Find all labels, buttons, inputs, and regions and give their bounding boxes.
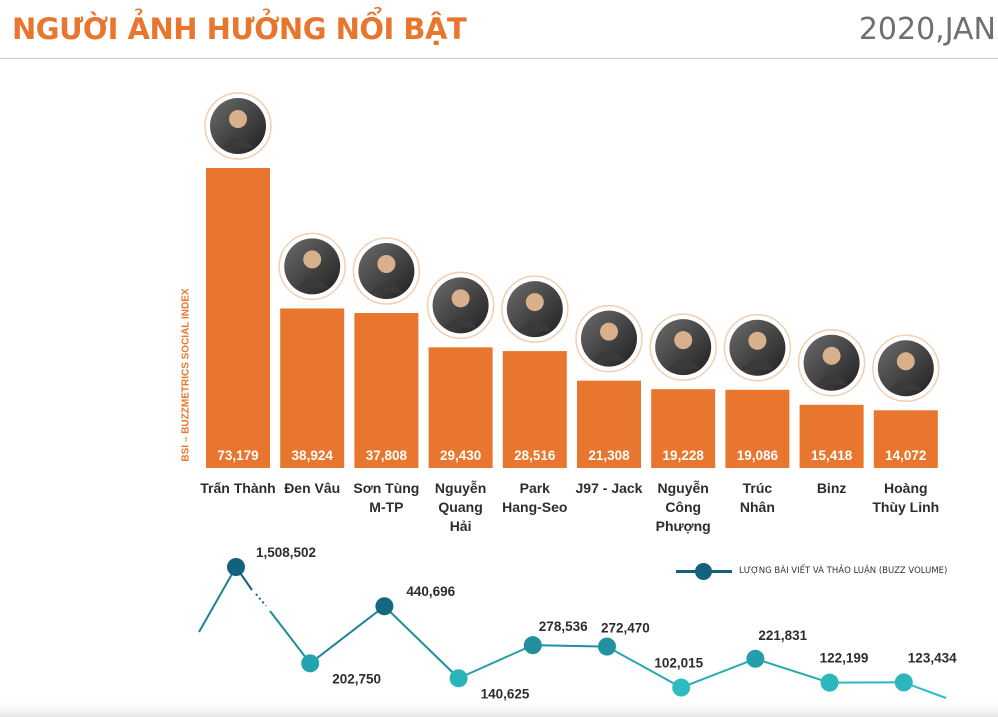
line-point bbox=[449, 669, 468, 688]
category-label: Sơn Tùng bbox=[353, 480, 419, 496]
category-label: Trúc bbox=[743, 480, 773, 496]
line-point bbox=[746, 649, 765, 668]
avatar-body bbox=[667, 359, 700, 370]
avatar-face bbox=[674, 331, 693, 350]
category-label: J97 - Jack bbox=[576, 480, 643, 496]
line-value-label: 272,470 bbox=[601, 621, 650, 636]
avatar-body bbox=[815, 374, 848, 385]
header: NGƯỜI ẢNH HƯỞNG NỔI BẬT 2020,JAN bbox=[0, 0, 998, 59]
bottom-shadow bbox=[0, 697, 998, 717]
category-label: Thùy Linh bbox=[872, 499, 939, 515]
avatar-face bbox=[748, 331, 767, 350]
avatar-body bbox=[518, 321, 551, 332]
category-label: Park bbox=[520, 480, 551, 496]
line-point bbox=[523, 636, 542, 655]
line-segment bbox=[755, 657, 830, 684]
axis-break-dash bbox=[255, 593, 267, 607]
bar-value-label: 28,516 bbox=[514, 448, 556, 463]
avatar-body bbox=[444, 317, 477, 328]
avatar-face bbox=[822, 346, 841, 365]
avatar-face bbox=[377, 255, 396, 274]
line-segment bbox=[269, 610, 311, 664]
category-label: Hải bbox=[450, 518, 472, 534]
avatar-face bbox=[896, 352, 915, 371]
avatar-face bbox=[525, 293, 544, 312]
bar-value-label: 19,086 bbox=[737, 448, 779, 463]
bar bbox=[577, 380, 641, 468]
page-title: NGƯỜI ẢNH HƯỞNG NỔI BẬT bbox=[12, 12, 467, 46]
category-label: Hoàng bbox=[884, 480, 928, 496]
category-label: Công bbox=[665, 499, 701, 515]
line-point bbox=[894, 673, 913, 692]
line-value-label: 1,508,502 bbox=[256, 545, 316, 560]
bar-value-label: 15,418 bbox=[811, 448, 853, 463]
avatar-face bbox=[451, 289, 470, 308]
line-point bbox=[672, 678, 691, 697]
bar-value-label: 38,924 bbox=[292, 448, 334, 463]
line-value-label: 202,750 bbox=[332, 671, 381, 686]
line-value-label: 102,015 bbox=[654, 656, 703, 671]
category-label: Quang bbox=[438, 499, 482, 515]
line-segment bbox=[383, 605, 460, 679]
avatar-body bbox=[370, 283, 403, 294]
line-point bbox=[301, 654, 320, 673]
line-segment bbox=[680, 657, 756, 689]
bar bbox=[354, 313, 419, 468]
bars-layer: 73,179 Trấn Thành 38,924 Đen Vâu 37,808 Sơn T… bbox=[200, 92, 940, 534]
bar-value-label: 21,308 bbox=[588, 448, 630, 463]
bar-value-label: 14,072 bbox=[885, 448, 926, 463]
avatar-face bbox=[229, 110, 247, 128]
line-value-label: 122,199 bbox=[820, 651, 869, 666]
category-label: M-TP bbox=[369, 499, 403, 515]
category-label: Trấn Thành bbox=[200, 480, 275, 496]
bar bbox=[799, 404, 864, 468]
bar-value-label: 29,430 bbox=[440, 448, 481, 463]
report-date: 2020,JAN bbox=[858, 12, 996, 47]
line-value-label: 440,696 bbox=[406, 584, 455, 599]
legend-dot-icon bbox=[695, 562, 712, 580]
line-segment bbox=[309, 605, 386, 665]
bar-value-label: 37,808 bbox=[366, 448, 408, 463]
line-point bbox=[598, 637, 616, 656]
category-label: Nguyễn bbox=[658, 480, 709, 496]
category-label: Phượng bbox=[656, 518, 711, 534]
line-point bbox=[820, 673, 839, 692]
category-label: Nguyễn bbox=[435, 480, 486, 496]
bar bbox=[280, 308, 345, 468]
line-segment bbox=[532, 644, 608, 648]
category-label: Đen Vâu bbox=[284, 480, 340, 496]
bar bbox=[428, 347, 493, 468]
avatar-body bbox=[741, 359, 774, 370]
line-value-label: 123,434 bbox=[908, 650, 957, 665]
bar bbox=[873, 410, 938, 468]
category-label: Hang-Seo bbox=[502, 499, 567, 515]
avatar-body bbox=[593, 350, 625, 361]
bar bbox=[502, 351, 567, 468]
line-segment bbox=[198, 566, 237, 633]
bar-value-label: 73,179 bbox=[217, 448, 258, 463]
bar bbox=[651, 389, 716, 468]
category-label: Binz bbox=[817, 480, 847, 496]
bar bbox=[725, 389, 790, 468]
bar-value-label: 19,228 bbox=[663, 448, 705, 463]
legend-line-icon bbox=[676, 562, 732, 580]
line-legend: LƯỢNG BÀI VIẾT VÀ THẢO LUẬN (BUZZ VOLUME… bbox=[676, 562, 948, 580]
avatar-face bbox=[303, 250, 322, 269]
category-label: Nhân bbox=[740, 499, 775, 515]
bar bbox=[206, 168, 270, 468]
line-value-label: 221,831 bbox=[758, 628, 807, 643]
line-segment bbox=[606, 645, 682, 689]
avatar-body bbox=[889, 380, 922, 391]
avatar-face bbox=[600, 322, 618, 341]
line-point bbox=[227, 558, 245, 576]
avatar-body bbox=[296, 278, 329, 289]
line-segment bbox=[458, 644, 534, 680]
avatar-body bbox=[222, 138, 254, 148]
legend-label: LƯỢNG BÀI VIẾT VÀ THẢO LUẬN (BUZZ VOLUME… bbox=[739, 566, 948, 576]
line-point bbox=[375, 597, 394, 616]
line-value-label: 278,536 bbox=[539, 619, 588, 634]
